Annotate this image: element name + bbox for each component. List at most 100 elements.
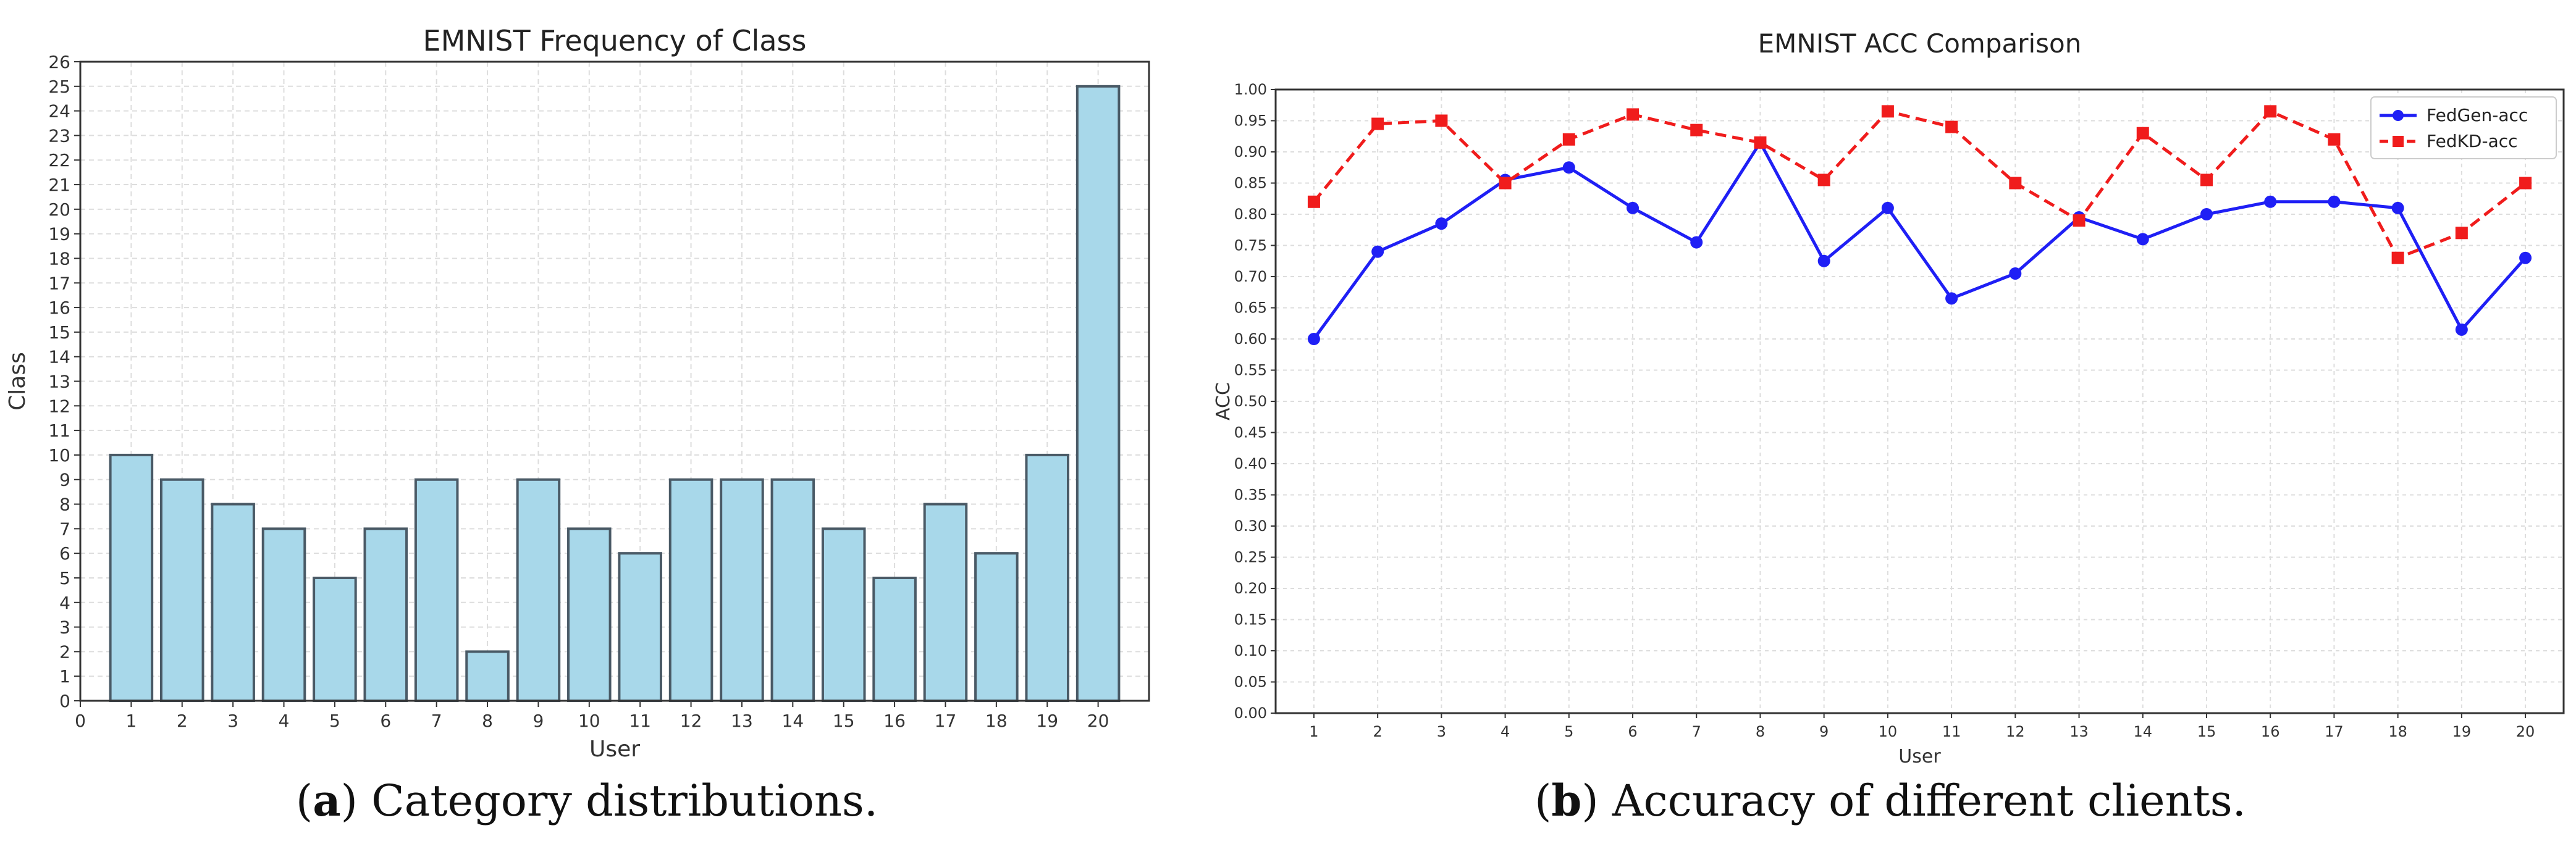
y-tick-label: 0.35 [1234,487,1267,504]
y-tick-label: 4 [59,593,70,613]
x-tick-label: 3 [227,711,238,731]
y-tick-label: 11 [48,420,70,441]
y-tick-label: 10 [48,445,70,466]
bar-user-1 [109,453,154,703]
y-tick-label: 24 [48,101,70,122]
x-tick-label: 12 [2006,723,2025,740]
point-FedKD-acc-8 [1754,136,1767,149]
point-FedGen-acc-19 [2455,323,2468,336]
point-FedKD-acc-1 [1307,195,1320,208]
x-axis-label: User [589,737,640,762]
plot-area [1276,90,2564,713]
x-tick-label: 17 [935,711,957,731]
y-tick-label: 0.65 [1234,299,1267,317]
y-tick-label: 0.45 [1234,424,1267,441]
point-FedKD-acc-13 [2073,214,2086,227]
bar-user-11 [618,552,662,703]
point-FedKD-acc-7 [1690,123,1703,136]
y-tick-label: 0.95 [1234,112,1267,130]
y-tick-label: 8 [59,495,70,515]
legend-box [2370,96,2557,159]
y-tick-label: 14 [48,347,70,367]
caption-b-letter: b [1551,775,1582,826]
point-FedGen-acc-5 [1562,161,1575,174]
y-tick-label: 0.05 [1234,674,1267,691]
x-tick-label: 1 [125,711,137,731]
bar-user-7 [414,478,459,702]
y-tick-label: 0.90 [1234,143,1267,161]
x-tick-label: 11 [629,711,651,731]
y-tick-label: 13 [48,372,70,392]
x-tick-label: 17 [2325,723,2344,740]
bar-user-2 [159,478,204,702]
series-line-FedGen-acc [1312,139,2527,340]
bar-user-10 [567,527,612,702]
point-FedGen-acc-17 [2328,195,2341,208]
y-tick-label: 0.20 [1234,580,1267,597]
x-tick-label: 7 [431,711,442,731]
point-FedKD-acc-18 [2391,251,2404,264]
bar-user-14 [770,478,815,702]
x-tick-label: 20 [1087,711,1109,731]
x-tick-label: 10 [1879,723,1898,740]
y-tick-label: 21 [48,175,70,195]
bar-user-18 [974,552,1019,703]
panel-category-distributions: 0 1 2 3 4 5 6 7 8 9 10 11 12 13 14 15 16 17 18 19 20 0 1 2 3 4 5 6 7… [0,0,1174,857]
point-FedKD-acc-16 [2264,105,2277,118]
y-tick-label: 1 [59,666,70,687]
x-tick-label: 1 [1309,723,1318,740]
y-tick-label: 0.85 [1234,175,1267,192]
y-tick-label: 0.40 [1234,455,1267,472]
point-FedGen-acc-1 [1307,333,1320,345]
y-tick-label: 23 [48,125,70,146]
x-tick-label: 7 [1692,723,1701,740]
caption-a-text: Category distributions. [371,775,878,826]
y-tick-label: 7 [59,519,70,539]
x-tick-label: 11 [1942,723,1961,740]
y-tick-label: 0.00 [1234,704,1267,722]
x-tick-label: 2 [1373,723,1383,740]
point-FedKD-acc-5 [1562,133,1575,146]
x-tick-label: 4 [1501,723,1510,740]
x-axis-label: User [1898,746,1941,767]
point-FedKD-acc-17 [2328,133,2341,146]
caption-a-letter: a [313,775,341,826]
x-tick-label: 19 [1036,711,1058,731]
point-FedGen-acc-14 [2136,233,2149,246]
y-tick-label: 0.75 [1234,237,1267,254]
chart-title: EMNIST Frequency of Class [423,24,807,57]
y-tick-label: 0 [59,691,70,711]
point-FedKD-acc-4 [1499,177,1512,190]
point-FedGen-acc-7 [1690,236,1703,249]
y-tick-label: 3 [59,617,70,638]
point-FedGen-acc-3 [1435,217,1448,230]
bar-user-15 [821,527,866,702]
y-tick-label: 19 [48,224,70,245]
y-tick-label: 17 [48,273,70,293]
point-FedGen-acc-11 [1945,292,1958,305]
x-tick-label: 15 [2197,723,2216,740]
legend-label-FedKD-acc: FedKD-acc [2427,131,2518,151]
x-tick-label: 5 [1564,723,1573,740]
y-tick-label: 0.25 [1234,549,1267,566]
y-tick-label: 0.30 [1234,517,1267,535]
point-FedKD-acc-3 [1435,114,1448,127]
y-tick-label: 18 [48,248,70,269]
x-tick-label: 3 [1437,723,1446,740]
point-FedGen-acc-20 [2519,251,2532,264]
y-tick-label: 0.70 [1234,268,1267,285]
y-axis-label: Class [5,352,30,411]
x-tick-label: 19 [2452,723,2472,740]
line-chart: 1 2 3 4 5 6 7 8 9 10 11 12 13 14 15 16 17 18 19 200.000.050… [1213,28,2565,767]
y-tick-label: 0.55 [1234,362,1267,379]
legend-label-FedGen-acc: FedGen-acc [2427,105,2528,125]
bar-user-17 [923,503,968,702]
y-tick-label: 2 [59,642,70,662]
point-FedGen-acc-15 [2200,208,2213,220]
y-tick-label: 0.10 [1234,642,1267,659]
y-tick-label: 25 [48,77,70,97]
y-axis-label: ACC [1213,382,1234,420]
series-line-FedKD-acc [1312,109,2527,260]
x-tick-label: 2 [177,711,188,731]
point-FedKD-acc-2 [1371,117,1384,130]
